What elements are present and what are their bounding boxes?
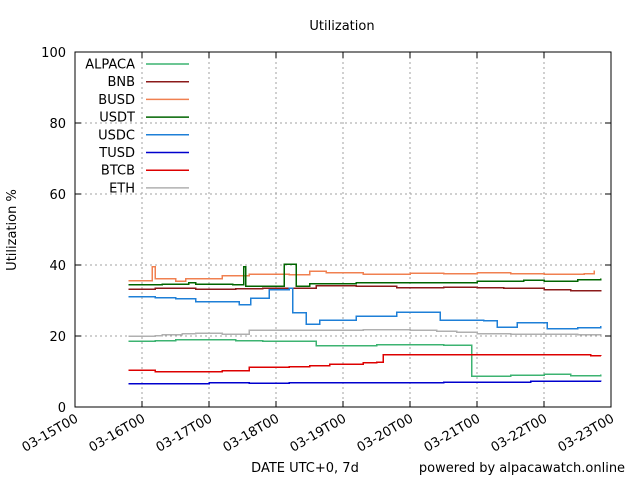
grid-layer — [75, 52, 611, 407]
x-axis-label: DATE UTC+0, 7d — [251, 461, 359, 476]
footer-credit: powered by alpacawatch.online — [419, 461, 625, 476]
y-tick-label: 60 — [49, 188, 66, 203]
series-line-usdt — [128, 263, 602, 288]
x-tick-label: 03-19T00 — [288, 411, 349, 455]
series-line-eth — [128, 328, 602, 337]
series-line-btcb — [128, 354, 602, 373]
legend-label-btcb: BTCB — [101, 164, 135, 179]
series-line-usdc — [128, 287, 602, 330]
x-tick-label: 03-17T00 — [154, 411, 215, 455]
legend-label-busd: BUSD — [98, 93, 135, 108]
x-tick-label: 03-23T00 — [556, 411, 617, 455]
x-tick-label: 03-15T00 — [20, 411, 81, 455]
legend-label-tusd: TUSD — [98, 146, 135, 161]
chart-title: Utilization — [309, 19, 374, 34]
legend-label-alpaca: ALPACA — [85, 58, 135, 73]
x-tick-label: 03-18T00 — [221, 411, 282, 455]
legend-label-eth: ETH — [109, 181, 135, 196]
legend-label-usdc: USDC — [98, 128, 135, 143]
legend-label-bnb: BNB — [107, 75, 135, 90]
y-tick-label: 80 — [49, 117, 66, 132]
series-line-alpaca — [128, 338, 602, 377]
legend-label-usdt: USDT — [99, 111, 135, 126]
x-tick-label: 03-16T00 — [87, 411, 148, 455]
series-line-tusd — [128, 380, 602, 385]
x-tick-label: 03-22T00 — [489, 411, 550, 455]
y-tick-label: 40 — [49, 259, 66, 274]
x-tick-label: 03-20T00 — [355, 411, 416, 455]
legend: ALPACA BNB BUSD USDT USDC TUSD BTCB ETH — [85, 58, 189, 196]
series-line-bnb — [128, 284, 602, 292]
x-tick-label: 03-21T00 — [422, 411, 483, 455]
series-layer — [128, 263, 602, 385]
y-tick-label: 0 — [58, 401, 66, 416]
series-line-busd — [128, 266, 596, 282]
y-axis-label: Utilization % — [5, 189, 20, 271]
y-tick-label: 100 — [41, 46, 66, 61]
y-tick-label: 20 — [49, 330, 66, 345]
